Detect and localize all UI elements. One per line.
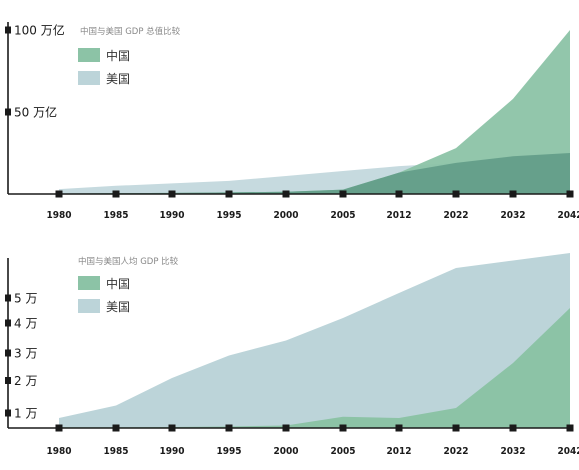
- y-tick-marker: [5, 294, 11, 302]
- x-tick-label: 2000: [273, 446, 298, 457]
- x-tick-marker: [55, 190, 63, 198]
- china-legend-swatch: [78, 48, 100, 62]
- x-tick-label: 1980: [46, 446, 71, 457]
- x-tick-marker: [395, 190, 403, 198]
- overlap-area: [59, 153, 570, 194]
- x-tick-label: 2005: [330, 446, 355, 457]
- x-tick-marker: [452, 424, 460, 432]
- y-tick-marker: [5, 319, 11, 327]
- x-tick-label: 1980: [46, 210, 71, 221]
- usa-area: [59, 253, 570, 428]
- x-tick-marker: [225, 424, 233, 432]
- x-tick-label: 1985: [103, 210, 128, 221]
- x-tick-marker: [282, 190, 290, 198]
- china-legend-label: 中国: [106, 276, 130, 291]
- x-tick-marker: [112, 190, 120, 198]
- y-tick-marker: [5, 377, 11, 384]
- x-tick-marker: [225, 190, 233, 198]
- x-tick-marker: [566, 190, 574, 198]
- total-gdp-chart: 50 万亿 100 万亿 1980 1985 1990 1995 2000 2005 2012 2…: [5, 22, 579, 221]
- x-tick-label: 2012: [386, 210, 411, 221]
- chart-title: 中国与美国人均 GDP 比较: [78, 256, 179, 267]
- x-tick-label: 1995: [216, 210, 241, 221]
- x-tick-marker: [55, 424, 63, 432]
- per-capita-gdp-chart: 1 万 2 万 3 万 4 万 5 万 1980 1985 1990 1995 2000 2005 2…: [5, 253, 579, 457]
- y-tick-label: 3 万: [14, 347, 37, 361]
- y-tick-label: 1 万: [14, 407, 37, 421]
- x-tick-label: 2022: [443, 210, 468, 221]
- x-tick-label: 1995: [216, 446, 241, 457]
- usa-legend-label: 美国: [106, 300, 130, 314]
- y-tick-label: 5 万: [14, 292, 37, 306]
- usa-legend-label: 美国: [106, 72, 130, 86]
- y-tick-marker: [5, 26, 11, 34]
- x-tick-label: 2005: [330, 210, 355, 221]
- x-tick-label: 2022: [443, 446, 468, 457]
- usa-legend-swatch: [78, 299, 100, 313]
- x-tick-marker: [395, 424, 403, 432]
- y-tick-marker: [5, 409, 11, 417]
- y-tick-marker: [5, 108, 11, 116]
- y-tick-label: 4 万: [14, 317, 37, 331]
- x-tick-marker: [168, 190, 176, 198]
- y-tick-label: 50 万亿: [14, 105, 57, 120]
- x-tick-marker: [509, 424, 517, 432]
- x-tick-label: 2042: [557, 210, 579, 221]
- china-legend-label: 中国: [106, 48, 130, 63]
- x-tick-marker: [168, 424, 176, 432]
- y-tick-label: 100 万亿: [14, 23, 65, 38]
- y-tick-label: 2 万: [14, 374, 37, 388]
- x-tick-marker: [339, 190, 347, 198]
- x-tick-label: 1990: [159, 446, 184, 457]
- x-tick-label: 1985: [103, 446, 128, 457]
- x-tick-marker: [282, 424, 290, 432]
- x-tick-marker: [509, 190, 517, 198]
- x-tick-label: 2000: [273, 210, 298, 221]
- x-tick-marker: [112, 424, 120, 432]
- x-tick-label: 2042: [557, 446, 579, 457]
- china-legend-swatch: [78, 276, 100, 290]
- y-tick-marker: [5, 349, 11, 357]
- china-area: [59, 308, 570, 428]
- chart-title: 中国与美国 GDP 总值比较: [80, 26, 181, 37]
- x-tick-label: 1990: [159, 210, 184, 221]
- x-tick-marker: [339, 424, 347, 432]
- x-tick-label: 2032: [500, 210, 525, 221]
- x-tick-marker: [566, 424, 574, 432]
- x-tick-marker: [452, 190, 460, 198]
- usa-legend-swatch: [78, 71, 100, 85]
- x-tick-label: 2012: [386, 446, 411, 457]
- x-tick-label: 2032: [500, 446, 525, 457]
